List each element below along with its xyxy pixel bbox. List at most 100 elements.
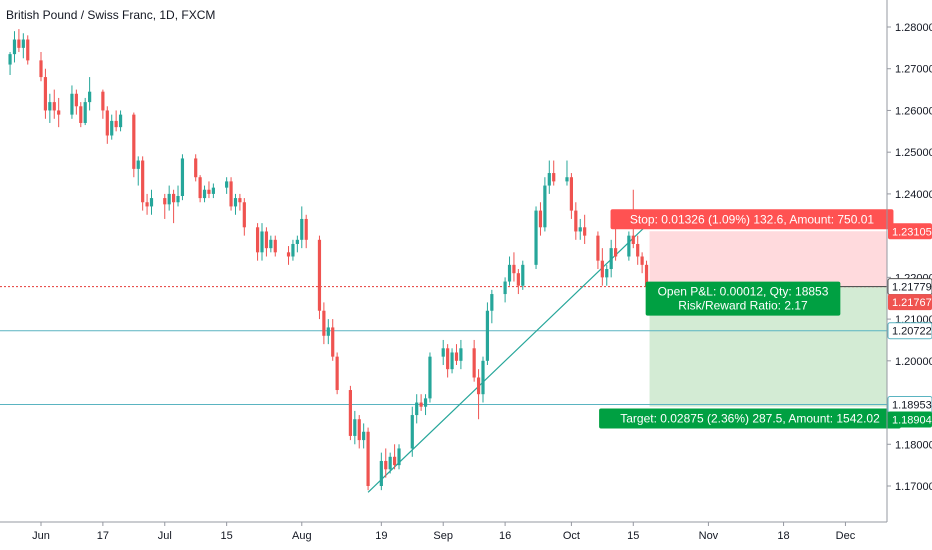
candle-body xyxy=(233,198,238,207)
candle-body xyxy=(348,390,352,436)
candle xyxy=(512,252,516,282)
candle xyxy=(472,339,476,382)
candle-body xyxy=(322,310,326,336)
price-label-bg xyxy=(888,223,932,240)
candle-body xyxy=(353,419,357,436)
position-annotations: Stop: 0.01326 (1.09%) 132.6, Amount: 750… xyxy=(599,209,901,429)
candle-body xyxy=(415,402,419,416)
candle-body xyxy=(600,260,604,278)
candle-body xyxy=(490,294,494,311)
candle-body xyxy=(384,460,388,470)
candle xyxy=(21,33,25,59)
y-tick-label: 1.25000 xyxy=(895,147,932,159)
candle-body xyxy=(388,456,392,470)
candle xyxy=(441,339,445,365)
candle xyxy=(393,444,397,470)
candle xyxy=(12,31,17,63)
candle xyxy=(74,89,78,115)
candle xyxy=(172,189,176,224)
candle-body xyxy=(225,181,229,188)
candle xyxy=(145,193,149,215)
candle-body xyxy=(79,106,83,123)
x-tick-label: Oct xyxy=(563,530,580,542)
candle xyxy=(269,235,273,253)
candle xyxy=(180,154,185,201)
candle-body xyxy=(163,198,167,205)
candle-body xyxy=(534,210,538,265)
price-label-bg xyxy=(887,322,932,340)
candle xyxy=(202,185,207,203)
candle xyxy=(194,154,198,182)
candle xyxy=(17,29,21,53)
candle-body xyxy=(419,402,423,407)
candle xyxy=(450,348,454,374)
x-tick-label: Sep xyxy=(433,530,453,542)
y-tick-label: 1.28000 xyxy=(895,22,932,34)
candle xyxy=(238,193,242,211)
candle-body xyxy=(397,448,401,466)
candle xyxy=(335,352,339,395)
candle xyxy=(229,177,233,211)
candle xyxy=(362,423,366,449)
candle xyxy=(304,214,308,249)
y-tick-label: 1.27000 xyxy=(895,64,932,76)
candle-body xyxy=(503,281,507,295)
price-label-text: 1.20722 xyxy=(892,326,932,338)
candle xyxy=(357,415,361,449)
candle-body xyxy=(83,102,87,123)
price-label-target: 1.18904 xyxy=(888,411,932,428)
candle-body xyxy=(43,77,48,111)
x-tick-label: Jul xyxy=(158,530,172,542)
candle-body xyxy=(269,239,273,249)
candle xyxy=(490,289,494,324)
candle-body xyxy=(547,173,551,186)
candle xyxy=(521,260,525,290)
candle-body xyxy=(114,120,118,128)
candle xyxy=(331,319,335,361)
candle-body xyxy=(304,218,308,240)
candle xyxy=(516,269,520,295)
x-tick-label: 15 xyxy=(627,530,639,542)
candle xyxy=(636,235,640,265)
candle-body xyxy=(110,120,114,136)
candle-body xyxy=(481,360,485,395)
candle xyxy=(423,394,428,416)
candle-body xyxy=(198,177,202,199)
candle xyxy=(503,277,507,303)
candle xyxy=(48,93,52,123)
candle-body xyxy=(295,239,299,244)
candle xyxy=(534,206,538,270)
candle xyxy=(295,235,299,253)
candle xyxy=(348,385,352,441)
candle xyxy=(583,214,587,244)
candle-body xyxy=(70,93,74,115)
candle xyxy=(207,181,211,199)
candle-body xyxy=(264,231,269,249)
candle xyxy=(149,189,154,215)
candle xyxy=(322,302,326,345)
candle xyxy=(609,239,613,278)
horizontal-lines xyxy=(0,330,887,406)
candle xyxy=(507,256,512,286)
target-label-bg xyxy=(599,408,901,429)
price-label-text: 1.21779 xyxy=(892,282,932,294)
candle-body xyxy=(507,264,512,282)
candle-body xyxy=(631,235,635,244)
candle-body xyxy=(578,227,582,232)
candle-body xyxy=(242,202,246,228)
candle xyxy=(485,302,490,365)
stop-label-text: Stop: 0.01326 (1.09%) 132.6, Amount: 750… xyxy=(630,212,875,226)
candle-body xyxy=(26,39,30,61)
candle-body xyxy=(596,235,600,261)
candle-body xyxy=(366,431,370,486)
candle xyxy=(640,252,644,274)
candle xyxy=(538,202,543,236)
candle-body xyxy=(428,356,432,399)
candle-body xyxy=(229,181,233,207)
candle xyxy=(578,218,582,240)
candle xyxy=(39,52,43,82)
candle xyxy=(454,344,459,365)
candle xyxy=(70,85,74,119)
x-tick-label: 16 xyxy=(499,530,511,542)
